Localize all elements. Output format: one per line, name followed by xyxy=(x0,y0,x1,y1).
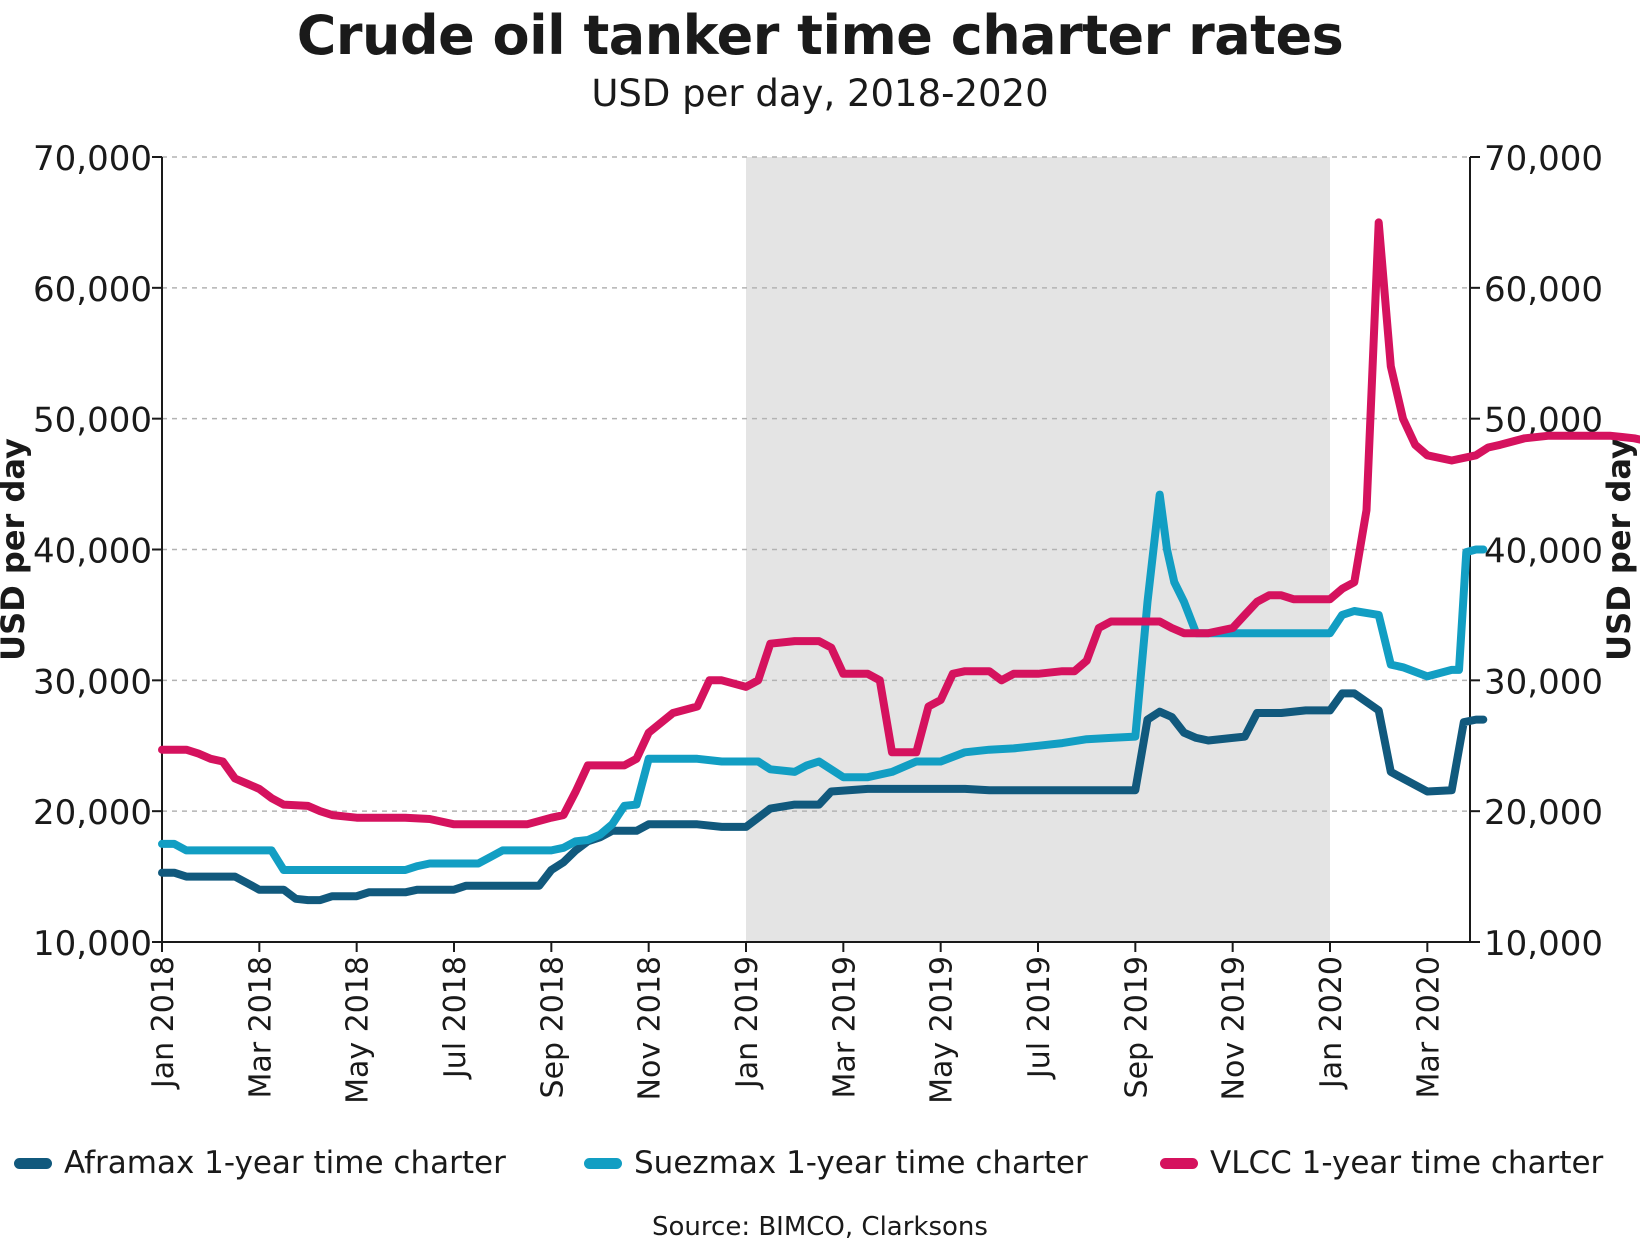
x-tick-label: Jan 2020 xyxy=(1314,956,1349,1090)
x-tick-label: Mar 2020 xyxy=(1411,956,1446,1099)
x-tick-label: Jul 2018 xyxy=(438,956,473,1080)
y-tick-label-left: 10,000 xyxy=(33,924,152,964)
legend-item-suezmax: Suezmax 1-year time charter xyxy=(584,1145,1088,1181)
y-tick-label-left: 20,000 xyxy=(33,793,152,833)
x-tick-label: Jan 2019 xyxy=(730,956,765,1090)
x-tick-label: Jul 2019 xyxy=(1022,956,1057,1080)
series-line-aframax xyxy=(158,689,1488,905)
legend-label-aframax: Aframax 1-year time charter xyxy=(64,1145,506,1181)
y-tick-label-left: 40,000 xyxy=(33,532,152,572)
y-tick-label-right: 70,000 xyxy=(1484,139,1603,179)
legend-label-vlcc: VLCC 1-year time charter xyxy=(1210,1145,1604,1181)
y-tick-label-right: 10,000 xyxy=(1484,924,1603,964)
y-axis-title-right: USD per day xyxy=(1600,438,1638,661)
legend-swatch-vlcc xyxy=(1160,1157,1198,1169)
legend: Aframax 1-year time charter Suezmax 1-ye… xyxy=(0,1145,1640,1195)
y-tick-label-left: 60,000 xyxy=(33,270,152,310)
x-tick-label: Mar 2018 xyxy=(243,956,278,1099)
x-tick-label: Sep 2018 xyxy=(535,956,570,1098)
legend-item-aframax: Aframax 1-year time charter xyxy=(14,1145,506,1181)
x-tick-label: May 2018 xyxy=(341,956,376,1104)
x-tick-label: Jan 2018 xyxy=(146,956,181,1090)
x-tick-label: Sep 2019 xyxy=(1119,956,1154,1098)
legend-swatch-suezmax xyxy=(584,1157,622,1169)
y-tick-label-left: 30,000 xyxy=(33,662,152,702)
y-axis-title-left: USD per day xyxy=(0,438,32,661)
x-tick-label: May 2019 xyxy=(925,956,960,1104)
series-line-suezmax xyxy=(158,490,1488,874)
series-line-vlcc xyxy=(158,218,1640,829)
legend-label-suezmax: Suezmax 1-year time charter xyxy=(634,1145,1088,1181)
legend-swatch-aframax xyxy=(14,1157,52,1169)
y-tick-label-right: 60,000 xyxy=(1484,270,1603,310)
legend-item-vlcc: VLCC 1-year time charter xyxy=(1160,1145,1603,1181)
x-tick-label: Nov 2019 xyxy=(1217,956,1252,1100)
source-note: Source: BIMCO, Clarksons xyxy=(652,1212,988,1242)
x-tick-label: Nov 2018 xyxy=(633,956,668,1100)
chart-title: Crude oil tanker time charter rates xyxy=(296,4,1344,67)
y-tick-label-left: 70,000 xyxy=(33,139,152,179)
x-tick-label: Mar 2019 xyxy=(827,956,862,1099)
y-tick-label-right: 40,000 xyxy=(1484,532,1603,572)
y-tick-label-right: 30,000 xyxy=(1484,662,1603,702)
y-tick-label-right: 20,000 xyxy=(1484,793,1603,833)
y-tick-label-left: 50,000 xyxy=(33,401,152,441)
chart-subtitle: USD per day, 2018-2020 xyxy=(591,72,1049,115)
